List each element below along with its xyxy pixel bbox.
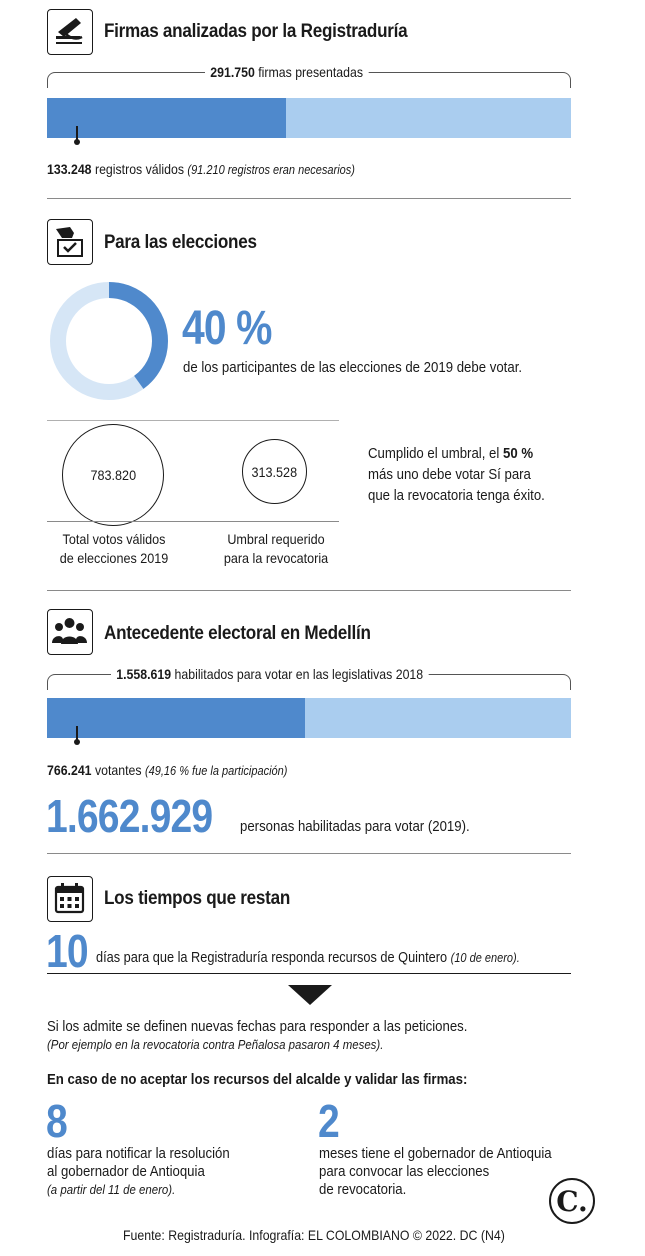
logo-letter: C. (556, 1184, 588, 1218)
voters-marker-dot (74, 739, 80, 745)
threshold-label-line1: Umbral requerido (227, 531, 325, 547)
enabled-number: 1.558.619 (116, 666, 172, 682)
percent-text: de los participantes de las elecciones d… (183, 359, 523, 376)
col2-text: meses tiene el gobernador de Antioquia p… (319, 1145, 583, 1199)
ballot-box-icon (47, 219, 93, 265)
enabled-label: 1.558.619 habilitados para votar en las … (111, 666, 429, 682)
presented-number: 291.750 (210, 64, 255, 80)
threshold-value: 313.528 (251, 463, 298, 480)
threshold-circle: 313.528 (242, 439, 307, 504)
total-votes-circle: 783.820 (62, 424, 164, 526)
voters-marker-line (76, 726, 78, 742)
signatures-bar-invalid (286, 98, 571, 138)
col1-number: 8 (46, 1095, 68, 1147)
valid-signatures-line: 133.248 registros válidos (91.210 regist… (47, 161, 355, 177)
percent-value: 40 % (182, 302, 272, 355)
voters-bar-not-voted (304, 698, 571, 738)
valid-number: 133.248 (47, 161, 92, 177)
valid-note: (91.210 registros eran necesarios) (187, 163, 355, 177)
total-votes-value: 783.820 (90, 467, 136, 483)
total-votes-label-line2: de elecciones 2019 (59, 550, 169, 566)
col1-note: (a partir del 11 de enero). (47, 1182, 176, 1197)
voters-text: votantes (94, 762, 142, 778)
calendar-icon (47, 876, 93, 922)
days-line: días para que la Registraduría responda … (96, 950, 520, 966)
enabled-2019-text: personas habilitadas para votar (2019). (240, 818, 470, 835)
enabled-text: habilitados para votar en las legislativ… (174, 666, 424, 682)
voters-line: 766.241 votantes (49,16 % fue la partici… (47, 762, 287, 778)
days-number: 10 (46, 925, 89, 977)
total-votes-label-line1: Total votos válidos (62, 531, 166, 547)
case-title: En caso de no aceptar los recursos del a… (47, 1071, 468, 1088)
col2-line1: meses tiene el gobernador de Antioquia (319, 1145, 552, 1162)
threshold-note: Cumplido el umbral, el 50 % más uno debe… (368, 443, 569, 506)
donut-arc (50, 282, 168, 400)
note-line1: Cumplido el umbral, el (368, 445, 500, 462)
admit-note: (Por ejemplo en la revocatoria contra Pe… (47, 1037, 384, 1052)
days-note: (10 de enero). (450, 951, 520, 965)
days-text: días para que la Registraduría responda … (96, 950, 448, 966)
section-title-firmas: Firmas analizadas por la Registraduría (104, 21, 408, 42)
col2-line3: de revocatoria. (319, 1181, 407, 1198)
circles-base-line (47, 521, 339, 522)
enabled-2019-number: 1.662.929 (46, 790, 213, 842)
signatures-bar (47, 98, 571, 138)
presented-text: firmas presentadas (258, 64, 364, 80)
divider-2 (47, 590, 571, 591)
valid-marker-line (76, 126, 78, 142)
col1-line2: al gobernador de Antioquia (47, 1163, 205, 1180)
voters-bar (47, 698, 571, 738)
note-line2: más uno debe votar Sí para (368, 466, 531, 483)
section-title-tiempos: Los tiempos que restan (104, 888, 291, 909)
col1-line1: días para notificar la resolución (47, 1145, 230, 1162)
presented-label: 291.750 firmas presentadas (205, 64, 369, 80)
col1-text: días para notificar la resolución al gob… (47, 1145, 255, 1199)
divider-3 (47, 853, 571, 854)
note-line3: que la revocatoria tenga éxito. (368, 487, 545, 504)
divider-1 (47, 198, 571, 199)
total-votes-label: Total votos válidos de elecciones 2019 (40, 530, 188, 568)
participation-donut (50, 282, 168, 400)
section-title-antecedente: Antecedente electoral en Medellín (104, 623, 371, 644)
days-underline (47, 973, 571, 974)
hand-writing-icon (47, 9, 93, 55)
people-group-icon (47, 609, 93, 655)
voters-note: (49,16 % fue la participación) (144, 764, 288, 778)
valid-marker-dot (74, 139, 80, 145)
section-title-elecciones: Para las elecciones (104, 232, 257, 253)
col2-line2: para convocar las elecciones (319, 1163, 490, 1180)
signatures-bar-valid (47, 98, 287, 138)
el-colombiano-logo: C. (549, 1178, 595, 1224)
circles-top-divider (47, 420, 339, 421)
voters-bar-voted (47, 698, 305, 738)
down-arrow-icon (288, 985, 332, 1005)
valid-text: registros válidos (94, 161, 184, 177)
threshold-label: Umbral requerido para la revocatoria (202, 530, 350, 568)
footer-credit: Fuente: Registraduría. Infografía: EL CO… (123, 1227, 505, 1243)
col2-number: 2 (318, 1095, 340, 1147)
threshold-label-line2: para la revocatoria (223, 550, 329, 566)
admit-text: Si los admite se definen nuevas fechas p… (47, 1018, 468, 1035)
note-bold-percent: 50 % (502, 445, 534, 462)
voters-number: 766.241 (47, 762, 92, 778)
